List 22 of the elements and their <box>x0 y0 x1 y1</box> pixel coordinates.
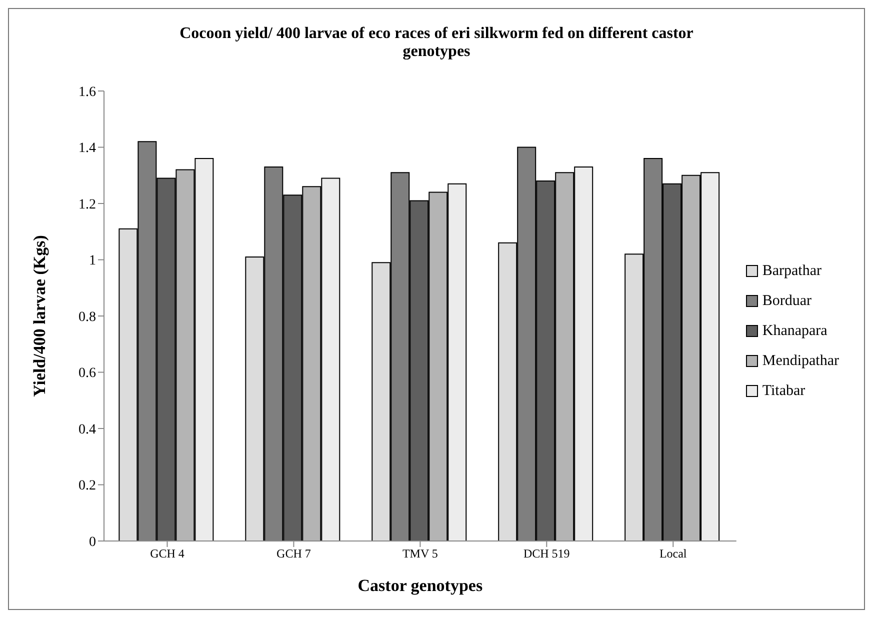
legend-label: Mendipathar <box>762 352 839 370</box>
y-tick-label: 1.4 <box>78 141 96 156</box>
y-tick-label: 1 <box>89 254 96 269</box>
legend-label: Borduar <box>762 292 812 310</box>
legend-label: Khanapara <box>762 322 828 340</box>
x-tick-label: GCH 7 <box>276 546 311 561</box>
chart-title: Cocoon yield/ 400 larvae of eco races of eri silkworm fed on different castor genotypes <box>178 24 694 61</box>
y-tick-label: 0 <box>89 534 96 550</box>
y-tick-label: 0.8 <box>78 310 96 325</box>
y-tick-label: 0.2 <box>78 478 96 494</box>
legend-label: Barpathar <box>762 262 822 280</box>
y-tick-label: 1.6 <box>78 84 96 100</box>
x-tick-label: GCH 4 <box>150 546 184 561</box>
x-tick-label: DCH 519 <box>523 546 570 561</box>
y-tick-label: 1.2 <box>78 197 96 212</box>
y-axis-title: Yield/400 larvae (Kgs) <box>30 235 50 397</box>
legend-label: Titabar <box>762 382 806 400</box>
x-axis-title: Castor genotypes <box>358 576 483 595</box>
y-tick-label: 0.4 <box>78 422 96 438</box>
x-tick-label: Local <box>659 546 688 561</box>
y-tick-label: 0.6 <box>78 366 96 382</box>
x-tick-label: TMV 5 <box>402 546 438 561</box>
